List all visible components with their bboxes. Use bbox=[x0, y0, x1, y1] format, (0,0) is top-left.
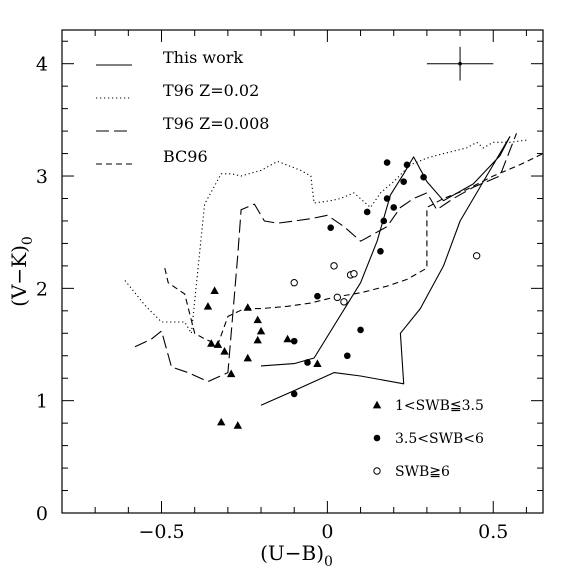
data-point bbox=[243, 353, 252, 362]
data-point bbox=[340, 298, 348, 306]
y-tick-label: 4 bbox=[36, 54, 48, 76]
data-point bbox=[390, 204, 398, 211]
series-line-0-0 bbox=[260, 136, 511, 406]
data-point bbox=[400, 178, 407, 185]
plot-frame bbox=[61, 29, 544, 514]
data-point bbox=[213, 340, 223, 348]
data-point bbox=[253, 315, 262, 324]
data-point bbox=[313, 359, 322, 367]
y-axis-title-main: (V−K) bbox=[7, 245, 31, 307]
data-point bbox=[210, 286, 219, 294]
y-axis-title-subscript: 0 bbox=[20, 236, 36, 245]
data-point bbox=[290, 337, 298, 345]
y-tick-label: 1 bbox=[36, 391, 48, 413]
data-point bbox=[380, 217, 388, 225]
data-point bbox=[207, 339, 216, 347]
marker-legend-symbol-1 bbox=[373, 434, 381, 442]
data-point bbox=[330, 262, 338, 270]
data-point bbox=[233, 421, 243, 429]
marker-legend-label-0: 1<SWB≦3.5 bbox=[395, 398, 484, 414]
marker-legend-symbol-0 bbox=[372, 400, 382, 409]
x-axis-title-subscript: 0 bbox=[324, 554, 333, 570]
data-point bbox=[472, 252, 481, 260]
data-point bbox=[383, 195, 391, 202]
data-point bbox=[220, 347, 229, 355]
data-point bbox=[304, 359, 311, 366]
legend-label-0: This work bbox=[163, 48, 243, 67]
data-point bbox=[283, 334, 292, 343]
data-point bbox=[290, 279, 298, 287]
data-point bbox=[256, 326, 266, 335]
x-tick-label: 0 bbox=[321, 521, 333, 543]
data-point bbox=[350, 270, 358, 278]
data-point bbox=[217, 417, 226, 426]
y-tick-label: 0 bbox=[36, 503, 48, 525]
error-bar-center bbox=[458, 61, 462, 66]
y-axis-title: (V−K)0 bbox=[7, 236, 36, 307]
marker-legend-symbol-2 bbox=[373, 467, 381, 475]
y-tick-label: 3 bbox=[36, 166, 48, 188]
data-point bbox=[383, 159, 391, 166]
data-point bbox=[420, 173, 427, 181]
legend-label-1: T96 Z=0.02 bbox=[163, 81, 259, 100]
marker-legend-label-2: SWB≧6 bbox=[395, 464, 450, 480]
data-point bbox=[343, 352, 351, 360]
x-tick-label: 0.5 bbox=[478, 521, 508, 543]
data-point bbox=[314, 292, 321, 300]
data-point bbox=[357, 326, 364, 334]
x-axis-title: (U−B)0 bbox=[260, 541, 333, 570]
data-point bbox=[253, 335, 262, 344]
data-point bbox=[290, 390, 298, 398]
y-tick-label: 2 bbox=[36, 278, 48, 300]
marker-legend-label-1: 3.5<SWB<6 bbox=[395, 431, 484, 447]
series-line-1-0 bbox=[124, 139, 527, 334]
series-line-2-0 bbox=[134, 133, 518, 383]
series-line-3-0 bbox=[164, 153, 544, 346]
data-point bbox=[363, 208, 371, 216]
data-point bbox=[333, 293, 342, 302]
data-point bbox=[377, 247, 384, 255]
data-point bbox=[243, 303, 252, 311]
data-point bbox=[403, 161, 411, 169]
data-point bbox=[203, 302, 213, 310]
x-tick-label: −0.5 bbox=[138, 521, 184, 543]
legend-label-2: T96 Z=0.008 bbox=[163, 114, 269, 133]
data-point bbox=[226, 369, 236, 378]
legend-label-3: BC96 bbox=[163, 147, 208, 166]
data-point bbox=[327, 224, 334, 231]
x-axis-title-main: (U−B) bbox=[260, 541, 324, 565]
